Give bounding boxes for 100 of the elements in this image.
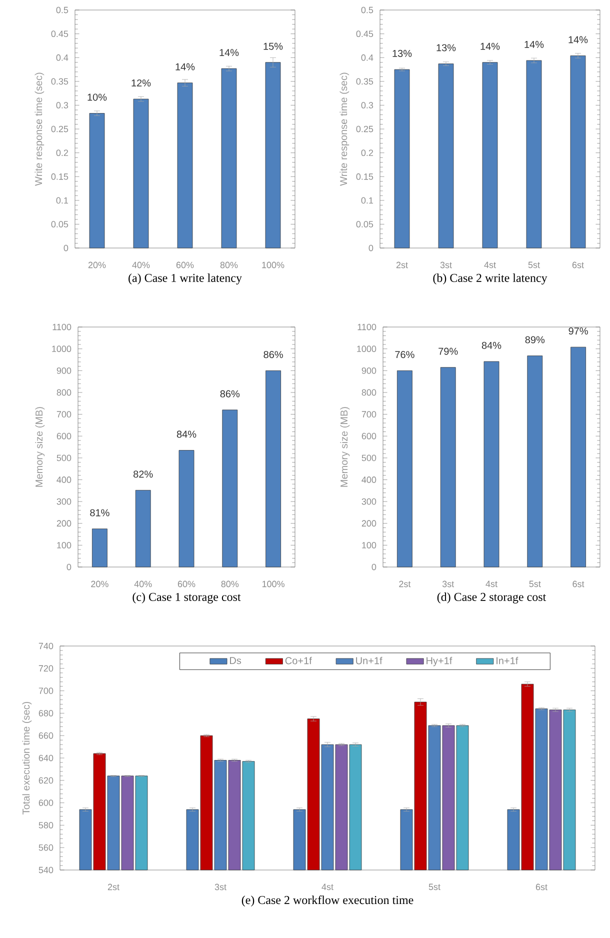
- x-tick-label: 3st: [214, 884, 226, 890]
- x-tick-label: 80%: [220, 262, 238, 268]
- bar: [133, 98, 149, 248]
- y-tick-label: 660: [38, 732, 54, 739]
- y-tick-label: 0.45: [51, 30, 68, 38]
- y-tick-label: 0.45: [356, 30, 374, 38]
- x-tick-label: 3st: [442, 580, 454, 588]
- bar: [527, 356, 543, 568]
- y-tick-label: 200: [56, 520, 72, 527]
- x-tick-label: 100%: [262, 262, 284, 268]
- y-tick-label: 1000: [357, 346, 376, 352]
- y-tick-label: 1100: [358, 324, 376, 330]
- bar: [222, 410, 238, 568]
- y-tick-label: 100: [362, 542, 376, 548]
- y-tick-label: 0: [368, 244, 374, 252]
- text: (b) Case 2 write latency: [433, 274, 548, 284]
- y-tick-label: 700: [362, 411, 376, 418]
- x-tick-label: 20%: [91, 580, 108, 588]
- y-tick-label: 300: [362, 498, 376, 505]
- annotation: 81%: [90, 509, 110, 516]
- x-tick-label: 6st: [572, 580, 584, 588]
- bar: [266, 370, 281, 568]
- x-tick-label: 20%: [88, 262, 106, 268]
- annotation: 76%: [395, 351, 414, 358]
- y-tick-label: 540: [38, 866, 54, 874]
- y-tick-label: 800: [362, 389, 376, 396]
- y-tick-label: 0.35: [356, 78, 374, 85]
- y-tick-label: 680: [38, 710, 54, 716]
- y-tick-label: 0.25: [51, 126, 68, 132]
- x-tick-label: 60%: [178, 580, 196, 588]
- legend-label: Un+1f: [356, 656, 382, 664]
- y-tick-label: 740: [38, 642, 54, 650]
- bar: [394, 69, 410, 248]
- legend-label: Ds: [230, 657, 242, 664]
- y-tick-label: 0.1: [361, 197, 374, 204]
- y-tick-label: 580: [38, 822, 54, 828]
- annotation: 14%: [220, 49, 239, 56]
- x-tick-label: 40%: [132, 262, 150, 268]
- x-tick-label: 80%: [221, 580, 239, 588]
- y-tick-label: 700: [38, 688, 54, 694]
- y-tick-label: 0.1: [56, 197, 68, 204]
- y-tick-label: 0.4: [361, 54, 374, 61]
- y-tick-label: 0.4: [56, 54, 68, 61]
- x-tick-label: 60%: [176, 262, 194, 268]
- bar: [396, 370, 412, 568]
- annotation: 97%: [568, 327, 588, 335]
- x-tick-label: 2st: [108, 884, 120, 890]
- x-tick-label: 5st: [529, 580, 541, 588]
- annotation: 14%: [480, 42, 500, 50]
- y-tick-label: 0: [66, 564, 72, 570]
- x-tick-label: 5st: [428, 884, 440, 890]
- y-tick-label: 0.05: [51, 221, 68, 228]
- bar: [526, 60, 542, 248]
- annotation: 13%: [436, 44, 456, 52]
- y-tick-label: 0.5: [361, 6, 374, 14]
- y-tick-label: 500: [56, 454, 72, 462]
- legend-label: Hy+1f: [426, 656, 452, 666]
- y-tick-label: 800: [56, 389, 72, 396]
- x-tick-label: 3st: [440, 262, 452, 268]
- bar: [570, 56, 586, 248]
- y-tick-label: 200: [362, 520, 376, 527]
- y-tick-label: 500: [362, 454, 376, 462]
- y-axis-title: Memory size (MB): [340, 407, 350, 487]
- annotation: 12%: [132, 79, 151, 86]
- x-tick-label: 4st: [484, 262, 496, 268]
- annotation: 86%: [220, 390, 240, 398]
- y-tick-label: 700: [56, 411, 72, 418]
- y-tick-label: 0.15: [51, 173, 68, 180]
- bar: [570, 346, 586, 568]
- x-tick-label: 100%: [262, 580, 284, 588]
- x-tick-label: 6st: [536, 884, 548, 890]
- text: (d) Case 2 storage cost: [437, 592, 546, 604]
- annotation: 15%: [264, 42, 283, 50]
- annotation: 82%: [134, 470, 153, 478]
- y-tick-label: 0: [64, 244, 68, 252]
- text: (e) Case 2 workflow execution time: [242, 896, 414, 907]
- bar: [265, 62, 281, 248]
- bar: [178, 450, 194, 568]
- y-tick-label: 600: [362, 432, 376, 440]
- x-tick-label: 2st: [396, 262, 408, 268]
- x-tick-label: 5st: [528, 262, 540, 268]
- y-axis-title: Total execution time (sec): [22, 702, 32, 814]
- y-axis-title: Write response time (sec): [34, 72, 44, 186]
- annotation: 89%: [525, 336, 545, 344]
- y-tick-label: 0.25: [356, 126, 374, 132]
- annotation: 86%: [264, 351, 283, 358]
- bar: [221, 68, 237, 248]
- x-tick-label: 4st: [486, 580, 498, 588]
- annotation: 84%: [482, 342, 502, 349]
- annotation: 14%: [568, 36, 588, 44]
- annotation: 84%: [176, 430, 196, 438]
- y-tick-label: 600: [38, 800, 54, 806]
- x-tick-label: 4st: [322, 884, 334, 890]
- annotation: 10%: [88, 94, 107, 101]
- y-tick-label: 0.35: [51, 78, 68, 85]
- y-tick-label: 100: [57, 542, 72, 548]
- y-tick-label: 0.2: [56, 150, 68, 156]
- y-axis-title: Memory size (MB): [35, 407, 45, 487]
- bar: [484, 361, 500, 568]
- annotation: 79%: [438, 348, 458, 355]
